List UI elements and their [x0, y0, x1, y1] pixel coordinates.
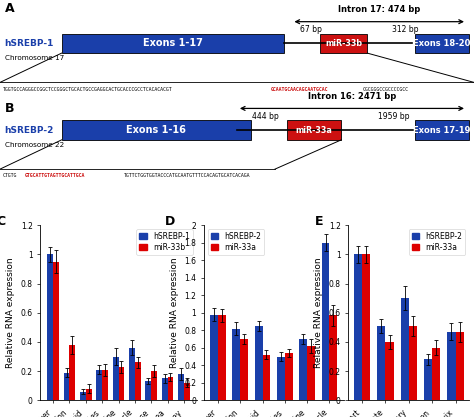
Bar [70, 345, 75, 400]
Bar [401, 298, 409, 400]
Text: A: A [5, 2, 14, 15]
Y-axis label: Relative RNA expression: Relative RNA expression [170, 257, 179, 368]
Text: Exons 17-19: Exons 17-19 [413, 126, 471, 135]
Text: D: D [164, 215, 175, 228]
Bar [210, 314, 218, 400]
Bar [415, 121, 469, 140]
Bar [53, 262, 59, 400]
Bar [162, 379, 167, 400]
Bar [415, 34, 469, 53]
Bar [300, 339, 307, 400]
Bar [113, 357, 118, 400]
Text: Intron 16: 2471 bp: Intron 16: 2471 bp [308, 92, 396, 101]
Text: miR-33b: miR-33b [325, 39, 362, 48]
Text: C: C [0, 215, 6, 228]
Text: Exons 18-20: Exons 18-20 [413, 39, 471, 48]
Bar [409, 326, 417, 400]
Bar [322, 243, 329, 400]
Bar [86, 389, 91, 400]
Bar [456, 332, 464, 400]
Text: TGGTGCCAGGGCCGGCTCCGGGCTGCACTGCCGAGGCACTGCACCCGCCTCACACACGT: TGGTGCCAGGGCCGGCTCCGGGCTGCACTGCCGAGGCACT… [2, 87, 172, 92]
Text: hSREBP-1: hSREBP-1 [5, 39, 54, 48]
Bar [432, 348, 440, 400]
Text: GCAATGCAACAGCAATGCAC: GCAATGCAACAGCAATGCAC [271, 87, 328, 92]
Text: CGCGGGCCGCCCCGCC: CGCGGGCCGCCCCGCC [363, 87, 409, 92]
Text: 67 bp: 67 bp [300, 25, 321, 34]
Bar [263, 355, 270, 400]
Text: CTGTG: CTGTG [2, 173, 17, 178]
Text: 1959 bp: 1959 bp [378, 111, 409, 121]
Bar [329, 315, 337, 400]
Text: GTGCATTGTAGTTGCATTGCA: GTGCATTGTAGTTGCATTGCA [25, 173, 85, 178]
Bar [377, 326, 385, 400]
Bar [96, 370, 102, 400]
Text: Chromosome 22: Chromosome 22 [5, 142, 64, 148]
Text: miR-33a: miR-33a [296, 126, 332, 135]
Bar [102, 370, 108, 400]
Legend: hSREBP-1, miR-33b: hSREBP-1, miR-33b [136, 229, 193, 255]
Bar [385, 342, 393, 400]
Text: 444 bp: 444 bp [252, 111, 279, 121]
Bar [277, 357, 285, 400]
Text: 312 bp: 312 bp [392, 25, 419, 34]
Text: Chromosome 17: Chromosome 17 [5, 55, 64, 61]
Text: Intron 17: 474 bp: Intron 17: 474 bp [338, 5, 420, 14]
Text: Exons 1-17: Exons 1-17 [143, 38, 203, 48]
Bar [151, 371, 157, 400]
Bar [146, 381, 151, 400]
Bar [307, 346, 315, 400]
Bar [64, 373, 70, 400]
Bar [118, 367, 124, 400]
Bar [240, 339, 248, 400]
Text: E: E [315, 215, 323, 228]
Bar [320, 34, 367, 53]
Bar [354, 254, 362, 400]
Bar [362, 254, 370, 400]
Bar [80, 392, 86, 400]
Text: TGTTCTGGTGGTACCCATGCAATGTTTCCACAGTGCATCACAGA: TGTTCTGGTGGTACCCATGCAATGTTTCCACAGTGCATCA… [124, 173, 251, 178]
Bar [129, 348, 135, 400]
Bar [178, 374, 184, 400]
Bar [167, 377, 173, 400]
Bar [184, 383, 190, 400]
Bar [47, 254, 53, 400]
Text: hSREBP-2: hSREBP-2 [5, 126, 54, 135]
Bar [62, 121, 251, 140]
Bar [232, 329, 240, 400]
Bar [255, 326, 263, 400]
Text: Exons 1-16: Exons 1-16 [127, 125, 186, 135]
Bar [287, 121, 341, 140]
Y-axis label: Relative RNA expression: Relative RNA expression [6, 257, 15, 368]
Bar [218, 315, 226, 400]
Text: B: B [5, 102, 14, 115]
Bar [62, 34, 284, 53]
Legend: hSREBP-2, miR-33a: hSREBP-2, miR-33a [208, 229, 264, 255]
Bar [424, 359, 432, 400]
Y-axis label: Relative RNA expression: Relative RNA expression [314, 257, 323, 368]
Bar [285, 353, 292, 400]
Bar [447, 332, 456, 400]
Legend: hSREBP-2, miR-33a: hSREBP-2, miR-33a [409, 229, 465, 255]
Bar [135, 362, 141, 400]
